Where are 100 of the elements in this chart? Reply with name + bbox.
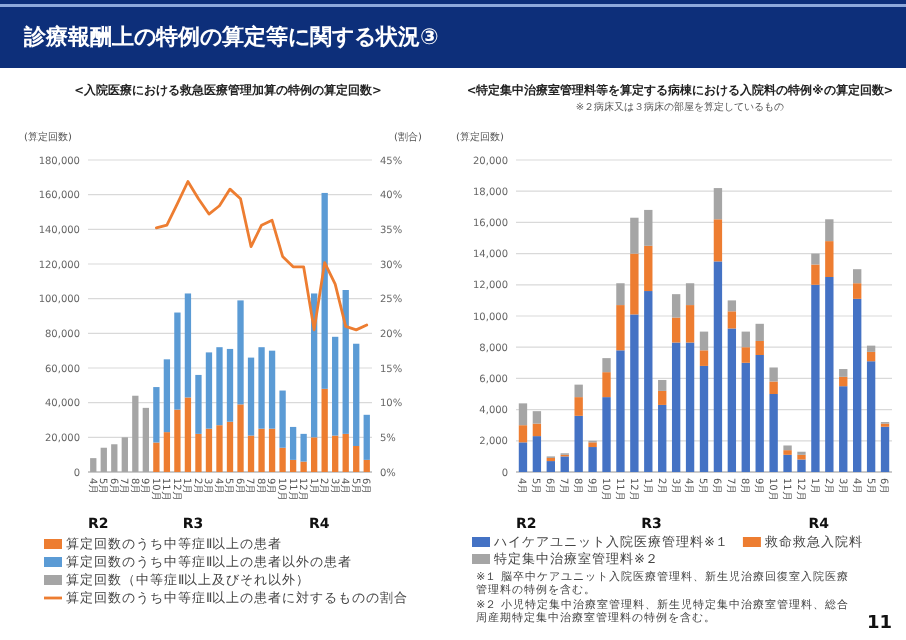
bar bbox=[174, 312, 181, 410]
bar bbox=[602, 397, 611, 472]
bar bbox=[163, 432, 171, 472]
bar bbox=[574, 415, 583, 472]
bar bbox=[353, 446, 360, 472]
bar bbox=[685, 283, 695, 306]
bar bbox=[216, 347, 223, 426]
bar bbox=[121, 437, 128, 472]
bar bbox=[226, 421, 234, 472]
bar bbox=[574, 397, 583, 416]
bar bbox=[332, 336, 339, 436]
bar bbox=[839, 386, 848, 472]
bar bbox=[602, 372, 611, 398]
bar bbox=[797, 454, 806, 460]
bar bbox=[353, 343, 360, 446]
bar bbox=[616, 350, 625, 472]
bar bbox=[769, 381, 778, 394]
bar bbox=[226, 348, 234, 422]
bar bbox=[546, 461, 555, 472]
bar bbox=[839, 376, 848, 387]
bar bbox=[268, 428, 276, 472]
bar bbox=[518, 403, 528, 426]
bar bbox=[216, 425, 223, 472]
bar bbox=[518, 442, 528, 472]
bar bbox=[644, 245, 653, 292]
bar bbox=[755, 323, 764, 341]
bar bbox=[727, 328, 737, 472]
bar bbox=[866, 351, 876, 362]
bar bbox=[853, 283, 862, 299]
bar bbox=[880, 426, 890, 472]
bar bbox=[685, 305, 695, 343]
bar bbox=[644, 291, 653, 472]
bar bbox=[769, 367, 778, 382]
line-series bbox=[154, 180, 369, 332]
bar bbox=[825, 219, 834, 242]
bar bbox=[713, 188, 723, 220]
bar bbox=[699, 350, 709, 366]
bar bbox=[184, 397, 192, 472]
bar bbox=[111, 444, 118, 472]
bar bbox=[630, 314, 639, 472]
bar bbox=[755, 355, 764, 472]
bar bbox=[100, 447, 107, 472]
bar bbox=[727, 311, 737, 329]
bar bbox=[783, 454, 792, 472]
bar bbox=[797, 459, 806, 472]
bar bbox=[321, 388, 328, 472]
bar bbox=[630, 253, 639, 315]
bar bbox=[363, 414, 370, 460]
bar bbox=[574, 384, 583, 398]
bar bbox=[602, 358, 611, 373]
bar bbox=[658, 404, 667, 472]
bar bbox=[671, 342, 681, 472]
bar bbox=[644, 209, 653, 246]
bar bbox=[237, 404, 244, 472]
bar bbox=[342, 433, 349, 472]
bar bbox=[699, 331, 709, 351]
bar bbox=[300, 461, 307, 472]
bar bbox=[289, 459, 297, 472]
bar bbox=[658, 390, 667, 405]
bar bbox=[727, 300, 737, 312]
bar bbox=[853, 298, 862, 472]
bar bbox=[685, 342, 695, 472]
bar bbox=[300, 433, 307, 462]
bar bbox=[195, 433, 202, 472]
bar bbox=[184, 293, 192, 398]
bar bbox=[310, 437, 318, 472]
bar bbox=[532, 436, 542, 472]
text: 11 bbox=[866, 614, 892, 634]
bar bbox=[741, 347, 750, 363]
bar bbox=[153, 387, 160, 443]
bar bbox=[163, 359, 171, 433]
bar bbox=[616, 305, 625, 351]
bar bbox=[713, 261, 723, 472]
bar bbox=[279, 390, 286, 448]
bar bbox=[174, 409, 181, 472]
bar bbox=[811, 264, 820, 285]
bar bbox=[560, 456, 569, 472]
bar bbox=[289, 426, 297, 460]
bar bbox=[90, 458, 97, 472]
bar bbox=[332, 435, 339, 472]
bar bbox=[279, 447, 286, 472]
bar bbox=[532, 423, 542, 437]
bar bbox=[866, 345, 876, 352]
bar bbox=[532, 411, 542, 424]
text: 診療報酬上の特例の算定等に関する状況③ bbox=[22, 24, 439, 50]
bar bbox=[342, 290, 349, 434]
bar bbox=[195, 374, 202, 434]
bar bbox=[321, 192, 328, 389]
bar bbox=[247, 357, 255, 436]
bar bbox=[658, 379, 667, 391]
bar bbox=[811, 253, 820, 265]
bar bbox=[811, 284, 820, 472]
bar bbox=[853, 269, 862, 284]
bar bbox=[247, 435, 255, 472]
bar bbox=[783, 445, 792, 451]
bar bbox=[205, 428, 213, 472]
bar bbox=[132, 395, 139, 472]
bar bbox=[268, 350, 276, 429]
bar bbox=[588, 442, 597, 448]
bar bbox=[258, 428, 265, 472]
